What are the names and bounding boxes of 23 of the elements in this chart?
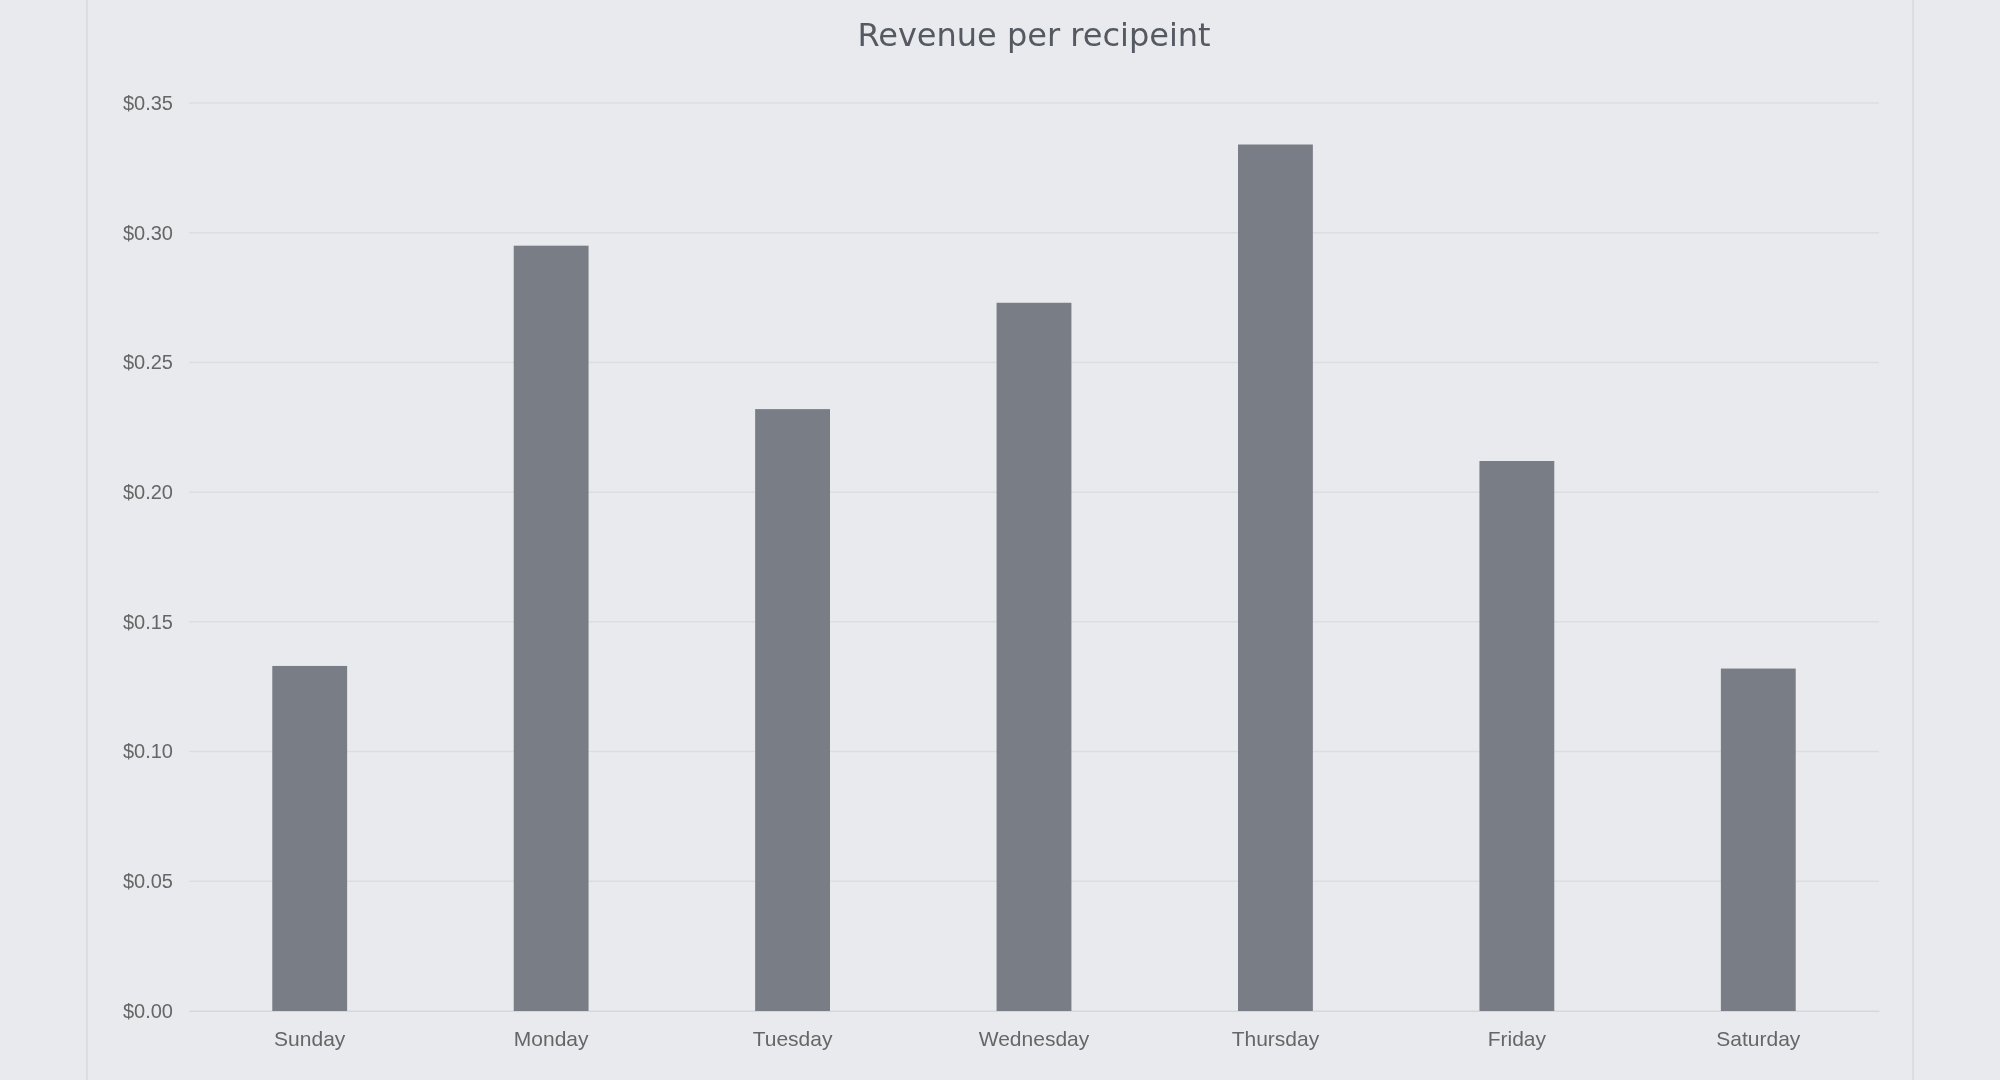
bar bbox=[1479, 461, 1555, 1011]
bar bbox=[755, 409, 830, 1011]
chart-title: Revenue per recipeint bbox=[857, 16, 1211, 54]
x-tick-label: Saturday bbox=[1716, 1026, 1801, 1050]
y-tick-label: $0.15 bbox=[122, 610, 173, 633]
x-tick-label: Monday bbox=[513, 1026, 589, 1050]
y-tick-label: $0.25 bbox=[122, 351, 173, 374]
x-tick-label: Sunday bbox=[274, 1026, 346, 1050]
x-tick-label: Thursday bbox=[1231, 1026, 1320, 1050]
y-tick-label: $0.35 bbox=[122, 91, 173, 114]
bar bbox=[513, 245, 589, 1011]
x-tick-label: Friday bbox=[1487, 1026, 1547, 1050]
bar bbox=[996, 302, 1072, 1011]
y-tick-label: $0.20 bbox=[122, 481, 173, 504]
y-tick-label: $0.30 bbox=[122, 221, 173, 244]
bar bbox=[272, 665, 348, 1011]
bar bbox=[1238, 144, 1313, 1011]
x-tick-label: Tuesday bbox=[752, 1026, 833, 1050]
y-tick-label: $0.10 bbox=[122, 740, 173, 763]
x-tick-label: Wednesday bbox=[978, 1026, 1090, 1050]
y-tick-label: $0.00 bbox=[122, 999, 173, 1022]
y-tick-label: $0.05 bbox=[122, 870, 173, 893]
bar bbox=[1720, 668, 1796, 1011]
